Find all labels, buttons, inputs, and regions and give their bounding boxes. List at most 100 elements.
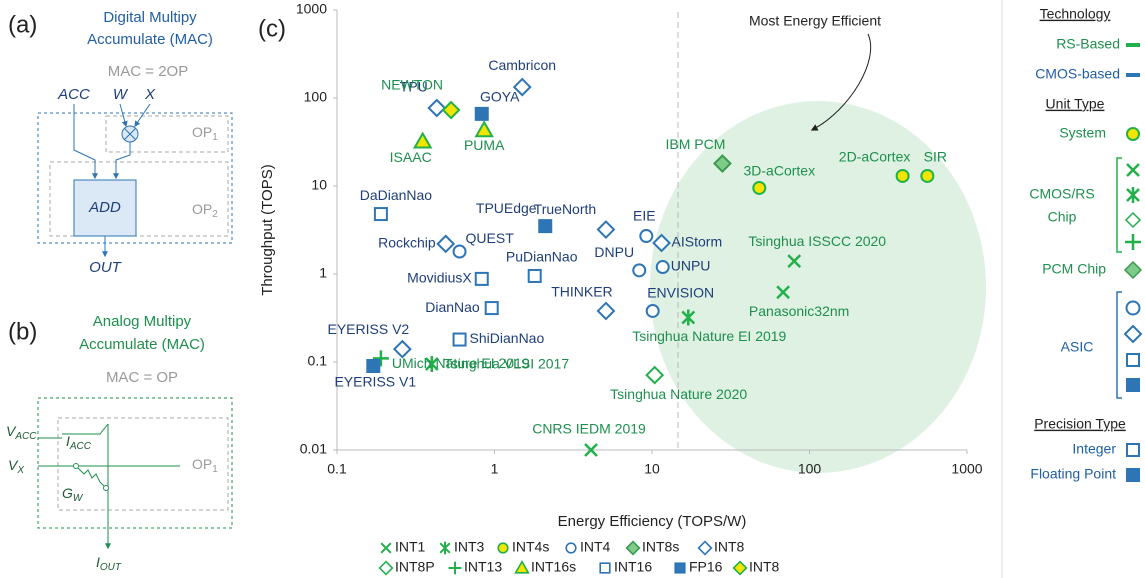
- wire: [119, 103, 128, 128]
- legend-entry: INT16: [599, 559, 652, 575]
- legend-symbol: [1123, 324, 1143, 344]
- legend-item: ASIC: [1061, 339, 1094, 355]
- legend-item: System: [1059, 125, 1106, 141]
- x-axis-title: Energy Efficiency (TOPS/W): [558, 513, 747, 530]
- point: [474, 120, 494, 138]
- y-tick-label: 1000: [296, 1, 327, 17]
- panel-b: (b) Analog Multipy Accumulate (MAC) MAC …: [6, 313, 233, 573]
- y-tick-label: 10: [311, 177, 327, 193]
- legend-symbol: [1126, 187, 1140, 203]
- legend-marker: [439, 541, 451, 555]
- point: [584, 443, 598, 457]
- point: [752, 180, 767, 195]
- point: [645, 365, 665, 385]
- point: [632, 263, 647, 278]
- point-label: DaDianNao: [360, 187, 433, 203]
- point: [681, 309, 696, 326]
- point: [596, 301, 616, 321]
- legend-label: INT4s: [512, 539, 549, 555]
- point-label: TPU: [400, 79, 428, 95]
- legend-marker: [674, 562, 686, 574]
- legend-marker: [514, 559, 530, 574]
- legend-bracket: [1116, 157, 1122, 253]
- wire: [113, 142, 131, 180]
- point: [412, 131, 433, 149]
- point-label: GOYA: [480, 89, 520, 105]
- legend-marker: [697, 540, 713, 556]
- title: Digital Multipy: [103, 9, 197, 26]
- point-label: EYERISS V1: [334, 374, 416, 390]
- y-tick-label: 0.1: [308, 353, 328, 369]
- point: [427, 98, 447, 118]
- legend-item: Integer: [1072, 441, 1116, 457]
- legend-entry: INT8P: [378, 559, 435, 576]
- legend-symbol: [1123, 260, 1143, 280]
- point-label: 3D-aCortex: [743, 163, 815, 179]
- output: IOUT: [96, 554, 122, 573]
- point: [920, 168, 935, 183]
- legend-symbol: [1125, 300, 1141, 316]
- legend-marker: [599, 562, 611, 574]
- op-label: OP1: [192, 124, 218, 143]
- point: [596, 220, 616, 239]
- point: [424, 355, 439, 372]
- x-tick-label: 100: [798, 461, 822, 477]
- legend-marker: [380, 542, 392, 554]
- point-label: NEWTON: [381, 77, 443, 93]
- annotation: Most Energy Efficient: [749, 13, 881, 29]
- point: [895, 168, 910, 183]
- legend-heading: Technology: [1040, 6, 1111, 22]
- input: X: [144, 86, 156, 103]
- point: [441, 100, 461, 120]
- point: [787, 254, 802, 269]
- legend-entry: FP16: [674, 559, 723, 575]
- legend-entry: INT4s: [497, 539, 549, 555]
- legend-label: INT16: [614, 559, 652, 575]
- point-label: DNPU: [594, 244, 634, 260]
- y-tick-label: 1: [319, 265, 327, 281]
- wire: [73, 104, 98, 180]
- legend-label: INT8s: [642, 539, 679, 555]
- legend-symbol: [1126, 443, 1140, 457]
- point-label: IBM PCM: [665, 136, 725, 152]
- point-label: PuDianNao: [506, 249, 578, 265]
- panel-a: (a) Digital Multipy Accumulate (MAC) MAC…: [8, 9, 233, 276]
- op-label: OP1: [192, 456, 218, 475]
- x-tick-label: 1000: [951, 461, 982, 477]
- point: [512, 77, 532, 97]
- legend-marker: [497, 542, 509, 554]
- point-label: Tsinghua ISSCC 2020: [748, 233, 886, 249]
- point: [645, 303, 660, 318]
- point: [639, 229, 654, 244]
- point: [372, 350, 389, 367]
- point-label: 2D-aCortex: [839, 149, 911, 165]
- point: [436, 234, 456, 254]
- v-acc: VACC: [6, 423, 37, 442]
- legend-label: INT8: [749, 559, 780, 575]
- mac-box: [37, 112, 233, 244]
- legend-item: Floating Point: [1030, 466, 1116, 482]
- panel-label: (a): [8, 11, 37, 38]
- v-x: VX: [8, 457, 24, 476]
- point: [474, 271, 489, 286]
- equation: MAC = 2OP: [108, 63, 188, 80]
- unit-legend: Technology RS-Based CMOS-based Unit Type…: [1001, 0, 1143, 578]
- point: [484, 301, 499, 316]
- output: OUT: [89, 259, 123, 276]
- legend-entry: INT1: [380, 539, 426, 555]
- i-acc: IACC: [66, 433, 92, 452]
- legend-symbol: [1126, 353, 1140, 367]
- point-label: Tsinghua VLSI 2017: [444, 356, 570, 372]
- legend-symbol: [1126, 468, 1140, 482]
- legend-heading: Unit Type: [1046, 96, 1105, 112]
- legend-symbol: [1126, 127, 1140, 141]
- point-label: MovidiusX: [407, 270, 472, 286]
- op-label: OP2: [192, 201, 218, 220]
- legend-symbol: [1124, 211, 1142, 229]
- legend-entry: INT16s: [514, 559, 576, 575]
- title: Analog Multipy: [93, 313, 192, 330]
- legend-item: CMOS-based: [1035, 66, 1120, 82]
- resistor: [77, 467, 105, 487]
- legend-marker: [565, 542, 577, 554]
